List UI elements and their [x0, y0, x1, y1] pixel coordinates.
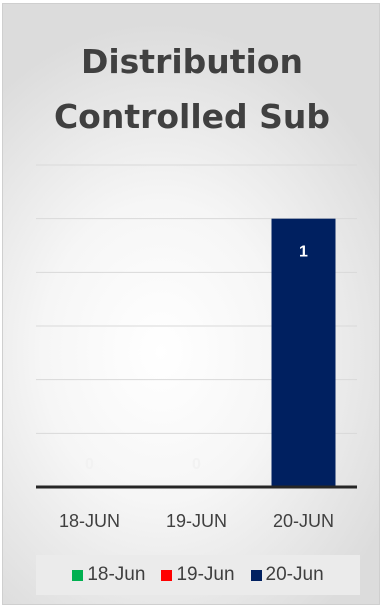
- legend-swatch-20-jun: [250, 569, 262, 581]
- legend-label-20-jun: 20-Jun: [265, 564, 324, 585]
- chart-legend: 18-Jun 19-Jun 20-Jun: [36, 555, 360, 595]
- data-label-19-jun: 0: [192, 456, 201, 473]
- legend-swatch-19-jun: [161, 569, 173, 581]
- data-label-18-jun: 0: [85, 456, 94, 473]
- chart-title: Distribution Controlled Sub: [3, 34, 381, 144]
- chart-title-line-2: Controlled Sub: [53, 97, 331, 136]
- x-tick-label-20-jun: 20-JUN: [273, 511, 334, 531]
- x-tick-label-18-jun: 18-JUN: [59, 511, 120, 531]
- legend-item-20-jun: 20-Jun: [250, 564, 324, 586]
- legend-swatch-18-jun: [72, 569, 84, 581]
- bar-20-jun: [271, 218, 336, 487]
- x-tick-label-19-jun: 19-JUN: [166, 511, 227, 531]
- chart-card: Distribution Controlled Sub 0 18-JUN 0 19-J…: [2, 3, 380, 605]
- legend-label-18-jun: 18-Jun: [87, 564, 146, 585]
- chart-plot: 0 18-JUN 0 19-JUN 1 20-JUN: [36, 164, 357, 531]
- legend-label-19-jun: 19-Jun: [176, 564, 235, 585]
- data-label-20-jun: 1: [299, 244, 308, 261]
- chart-title-line-1: Distribution: [80, 42, 304, 81]
- legend-item-18-jun: 18-Jun: [72, 564, 145, 586]
- legend-item-19-jun: 19-Jun: [161, 564, 235, 586]
